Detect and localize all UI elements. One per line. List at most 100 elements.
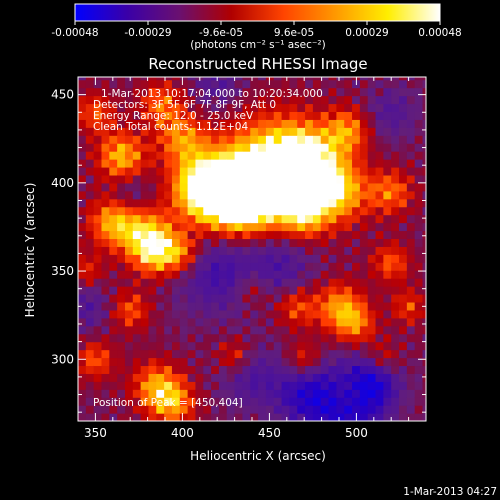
heatmap-cell: [226, 222, 236, 232]
heatmap-cell: [375, 166, 384, 176]
heatmap-cell: [140, 413, 150, 421]
heatmap-cell: [101, 198, 110, 208]
heatmap-cell: [297, 389, 306, 398]
heatmap-cell: [399, 238, 408, 247]
heatmap-cell: [336, 262, 345, 271]
heatmap-cell: [258, 270, 267, 279]
heatmap-cell: [109, 95, 118, 105]
heatmap-cell: [117, 182, 126, 192]
heatmap-cell: [93, 286, 103, 295]
heatmap-cell: [289, 77, 298, 81]
heatmap-cell: [391, 357, 400, 367]
heatmap-cell: [148, 143, 157, 152]
heatmap-cell: [399, 95, 408, 105]
heatmap-cell: [187, 79, 197, 89]
heatmap-cell: [305, 301, 314, 311]
heatmap-cell: [406, 198, 416, 208]
heatmap-cell: [140, 151, 150, 160]
heatmap-cell: [406, 389, 416, 398]
heatmap-cell: [328, 222, 337, 232]
heatmap-cell: [140, 206, 150, 216]
heatmap-cell: [211, 127, 220, 136]
heatmap-cell: [78, 262, 87, 271]
heatmap-cell: [399, 127, 408, 136]
heatmap-cell: [265, 278, 275, 287]
heatmap-cell: [93, 389, 103, 398]
heatmap-cell: [78, 278, 87, 287]
heatmap-cell: [171, 87, 181, 97]
heatmap-cell: [406, 95, 416, 105]
heatmap-cell: [281, 103, 291, 112]
heatmap-cell: [265, 190, 275, 200]
heatmap-cell: [171, 166, 181, 176]
heatmap-cell: [344, 214, 353, 224]
heatmap-cell: [281, 95, 291, 105]
heatmap-cell: [148, 127, 157, 136]
heatmap-cell: [297, 397, 306, 406]
heatmap-cell: [258, 413, 267, 421]
heatmap-cell: [383, 206, 392, 216]
heatmap-cell: [78, 293, 87, 303]
heatmap-cell: [312, 135, 322, 144]
heatmap-cell: [336, 317, 345, 327]
heatmap-cell: [273, 286, 283, 295]
heatmap-cell: [336, 174, 345, 184]
heatmap-cell: [124, 317, 134, 327]
heatmap-cell: [281, 214, 291, 224]
heatmap-cell: [195, 389, 204, 398]
heatmap-cell: [85, 135, 95, 144]
heatmap-cell: [265, 127, 275, 136]
heatmap-cell: [336, 373, 345, 382]
heatmap-cell: [234, 381, 244, 390]
heatmap-cell: [164, 127, 173, 136]
heatmap-cell: [140, 103, 150, 112]
heatmap-cell: [336, 325, 345, 335]
heatmap-cell: [164, 373, 173, 382]
heatmap-cell: [187, 286, 197, 295]
heatmap-cell: [132, 381, 142, 390]
heatmap-cell: [218, 325, 228, 335]
heatmap-cell: [140, 349, 150, 359]
heatmap-cell: [203, 389, 212, 398]
heatmap-cell: [203, 349, 212, 359]
heatmap-cell: [171, 325, 181, 335]
heatmap-cell: [250, 151, 259, 160]
heatmap-cell: [265, 119, 275, 128]
heatmap-cell: [124, 182, 134, 192]
heatmap-cell: [414, 159, 424, 168]
heatmap-cell: [242, 206, 251, 216]
heatmap-cell: [171, 262, 181, 271]
heatmap-cell: [273, 365, 283, 374]
heatmap-cell: [359, 198, 369, 208]
heatmap-cell: [140, 174, 150, 184]
heatmap-cell: [281, 77, 291, 81]
heatmap-cell: [124, 286, 134, 295]
heatmap-cell: [265, 389, 275, 398]
heatmap-cell: [344, 143, 353, 152]
heatmap-cell: [297, 254, 306, 263]
heatmap-cell: [320, 79, 330, 89]
heatmap-cell: [234, 301, 244, 311]
heatmap-cell: [265, 365, 275, 374]
heatmap-cell: [218, 381, 228, 390]
heatmap-cell: [312, 230, 322, 240]
heatmap-cell: [117, 230, 126, 240]
heatmap-cell: [375, 79, 384, 89]
heatmap-cell: [258, 262, 267, 271]
heatmap-cell: [234, 119, 244, 128]
heatmap-cell: [265, 309, 275, 319]
heatmap-cell: [211, 182, 220, 192]
heatmap-cell: [156, 151, 165, 160]
heatmap-cell: [352, 333, 361, 343]
heatmap-cell: [109, 214, 118, 224]
heatmap-cell: [195, 198, 204, 208]
heatmap-cell: [391, 87, 400, 97]
heatmap-cell: [250, 254, 259, 263]
heatmap-cell: [289, 270, 298, 279]
heatmap-cell: [242, 238, 251, 247]
heatmap-cell: [156, 317, 165, 327]
heatmap-cell: [226, 103, 236, 112]
heatmap-cell: [336, 301, 345, 311]
heatmap-cell: [391, 198, 400, 208]
heatmap-cell: [85, 262, 95, 271]
